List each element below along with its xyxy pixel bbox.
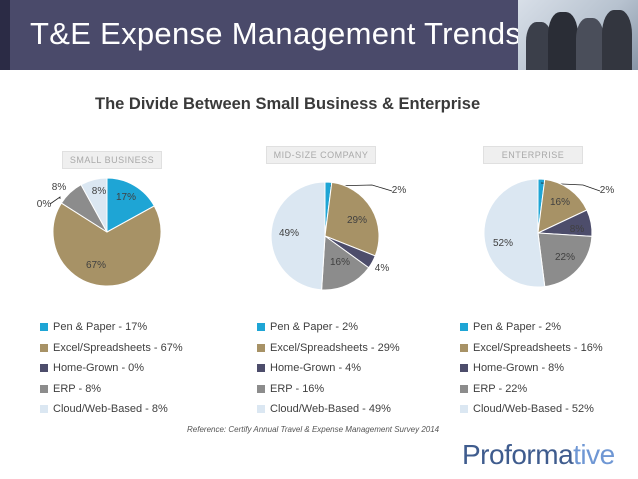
enterprise-legend: Pen & Paper - 2% Excel/Spreadsheets - 16%… xyxy=(460,317,603,420)
pie-slice-pen-paper xyxy=(106,177,155,233)
enterprise-pie-title: ENTERPRISE xyxy=(483,146,583,164)
legend-item: ERP - 16% xyxy=(257,379,400,400)
legend-swatch xyxy=(460,323,468,332)
legend-item: Excel/Spreadsheets - 29% xyxy=(257,338,400,359)
legend-swatch xyxy=(460,343,468,352)
legend-swatch xyxy=(40,364,48,373)
legend-swatch xyxy=(257,364,265,373)
business-people-photo xyxy=(518,0,638,70)
pie-slice-erp xyxy=(321,235,370,291)
chart-subtitle: The Divide Between Small Business & Ente… xyxy=(95,95,481,113)
title-bar-accent xyxy=(0,0,10,70)
legend-label: Home-Grown - 0% xyxy=(53,362,145,375)
legend-label: ERP - 22% xyxy=(473,382,528,395)
data-label-erp: 22% xyxy=(555,252,575,263)
data-label-home-grown: 4% xyxy=(375,263,390,274)
legend-label: ERP - 8% xyxy=(53,382,102,395)
proformative-logo[interactable]: Proformative xyxy=(462,439,615,471)
data-label-erp: 8% xyxy=(52,182,67,193)
legend-label: ERP - 16% xyxy=(270,382,325,395)
data-label-excel-spreadsheets: 29% xyxy=(347,215,367,226)
person-silhouette xyxy=(548,12,578,70)
data-label-excel-spreadsheets: 67% xyxy=(86,260,106,271)
data-label-pen-paper: 2% xyxy=(392,185,407,196)
legend-item: Cloud/Web-Based - 52% xyxy=(460,399,603,420)
leader-line-home-grown xyxy=(49,196,61,205)
data-label-cloud-web-based: 8% xyxy=(92,186,107,197)
legend-item: Pen & Paper - 2% xyxy=(257,317,400,338)
legend-swatch xyxy=(40,405,48,414)
legend-swatch xyxy=(40,323,48,332)
legend-item: Excel/Spreadsheets - 16% xyxy=(460,338,603,359)
legend-label: Pen & Paper - 2% xyxy=(473,321,562,334)
data-label-cloud-web-based: 52% xyxy=(493,238,513,249)
legend-label: Excel/Spreadsheets - 29% xyxy=(270,341,400,354)
legend-item: Excel/Spreadsheets - 67% xyxy=(40,338,183,359)
legend-item: Pen & Paper - 2% xyxy=(460,317,603,338)
legend-swatch xyxy=(40,384,48,393)
small-business-legend: Pen & Paper - 17% Excel/Spreadsheets - 67… xyxy=(40,317,183,420)
legend-swatch xyxy=(257,384,265,393)
legend-swatch xyxy=(257,343,265,352)
legend-label: Cloud/Web-Based - 49% xyxy=(270,403,391,416)
person-silhouette xyxy=(576,18,604,70)
legend-item: Home-Grown - 4% xyxy=(257,358,400,379)
legend-label: Pen & Paper - 17% xyxy=(53,321,148,334)
logo-main: Proforma xyxy=(462,439,574,470)
legend-label: Cloud/Web-Based - 8% xyxy=(53,403,168,416)
legend-item: Cloud/Web-Based - 49% xyxy=(257,399,400,420)
person-silhouette xyxy=(526,22,552,70)
legend-item: ERP - 8% xyxy=(40,379,183,400)
pie-slice-erp xyxy=(537,232,593,288)
data-label-pen-paper: 2% xyxy=(600,185,615,196)
legend-label: Cloud/Web-Based - 52% xyxy=(473,403,594,416)
slide-title: T&E Expense Management Trends xyxy=(30,16,522,51)
legend-label: Excel/Spreadsheets - 16% xyxy=(473,341,603,354)
legend-item: Home-Grown - 8% xyxy=(460,358,603,379)
legend-swatch xyxy=(40,343,48,352)
legend-swatch xyxy=(257,405,265,414)
small-business-pie: 17%67%0%8% 8% xyxy=(37,177,162,287)
mid-size-pie: 2% 29% 4% 16% 49% xyxy=(270,181,407,291)
legend-label: Excel/Spreadsheets - 67% xyxy=(53,341,183,354)
pie-slice-cloud-web-based xyxy=(270,181,326,291)
legend-swatch xyxy=(460,364,468,373)
data-label-home-grown: 8% xyxy=(570,224,585,235)
logo-accent: tive xyxy=(573,439,615,470)
legend-swatch xyxy=(460,405,468,414)
reference-note: Reference: Certify Annual Travel & Expen… xyxy=(187,425,440,434)
legend-swatch xyxy=(257,323,265,332)
legend-item: Cloud/Web-Based - 8% xyxy=(40,399,183,420)
pie-slice-cloud-web-based xyxy=(80,177,108,233)
pie-slice-excel-spreadsheets xyxy=(52,202,162,287)
data-label-cloud-web-based: 49% xyxy=(279,228,299,239)
legend-item: Pen & Paper - 17% xyxy=(40,317,183,338)
legend-swatch xyxy=(460,384,468,393)
data-label-pen-paper: 17% xyxy=(116,192,136,203)
legend-label: Pen & Paper - 2% xyxy=(270,321,359,334)
pie-slice-excel-spreadsheets xyxy=(537,178,588,234)
mid-size-legend: Pen & Paper - 2% Excel/Spreadsheets - 29%… xyxy=(257,317,400,420)
enterprise-pie: 2% 16% 8% 22% 52% xyxy=(483,178,615,288)
pie-slice-excel-spreadsheets xyxy=(324,181,380,257)
legend-item: Home-Grown - 0% xyxy=(40,358,183,379)
pie-slice-cloud-web-based xyxy=(483,178,546,288)
legend-label: Home-Grown - 8% xyxy=(473,362,565,375)
data-label-excel-spreadsheets: 16% xyxy=(550,197,570,208)
data-label-home-grown: 0% xyxy=(37,199,52,210)
legend-item: ERP - 22% xyxy=(460,379,603,400)
data-label-erp: 16% xyxy=(330,257,350,268)
title-bar: T&E Expense Management Trends xyxy=(0,0,638,70)
person-silhouette xyxy=(602,10,632,70)
legend-label: Home-Grown - 4% xyxy=(270,362,362,375)
mid-size-pie-title: MID-SIZE COMPANY xyxy=(266,146,376,164)
small-business-pie-title: SMALL BUSINESS xyxy=(62,151,162,169)
